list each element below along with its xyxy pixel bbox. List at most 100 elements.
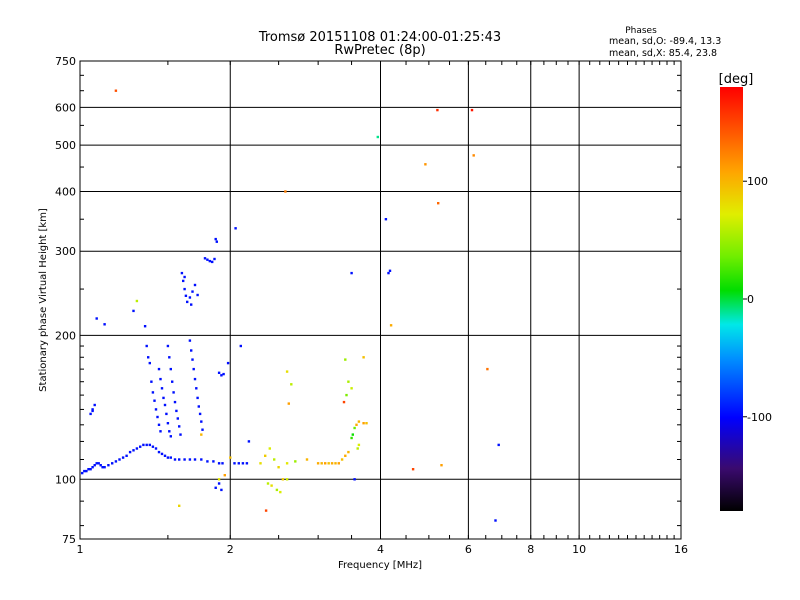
data-point xyxy=(264,454,267,457)
data-point xyxy=(221,462,224,465)
data-point xyxy=(241,462,245,465)
data-point xyxy=(173,458,177,461)
data-point xyxy=(201,428,204,431)
data-point xyxy=(163,454,167,457)
stats-line-o: mean, sd,O: -89.4, 13.3 xyxy=(609,36,721,47)
y-tick-label: 750 xyxy=(55,55,76,68)
data-point xyxy=(347,450,350,454)
grid-lines xyxy=(80,61,681,539)
data-point xyxy=(95,462,98,465)
data-point xyxy=(281,478,285,481)
data-point xyxy=(344,358,347,361)
data-point xyxy=(472,154,475,157)
data-point xyxy=(193,283,197,287)
data-point xyxy=(247,440,251,443)
data-point xyxy=(211,260,214,264)
data-point xyxy=(193,377,197,381)
data-point xyxy=(213,257,216,261)
data-point xyxy=(154,408,158,411)
data-point xyxy=(234,227,237,230)
data-point xyxy=(285,478,289,481)
data-point xyxy=(384,218,388,221)
data-point xyxy=(233,462,236,465)
data-point xyxy=(99,464,102,467)
data-point xyxy=(217,462,221,465)
colorbar-ticks: 100 0 -100 xyxy=(743,175,772,424)
y-tick-label: 500 xyxy=(55,139,76,152)
data-point xyxy=(139,445,142,448)
colorbar-tick-label: 100 xyxy=(747,175,768,188)
data-point xyxy=(497,443,500,447)
data-point xyxy=(229,456,232,459)
data-point xyxy=(324,462,327,465)
data-point xyxy=(145,443,148,447)
data-point xyxy=(424,163,427,166)
y-tick-label: 75 xyxy=(62,533,76,546)
data-point xyxy=(279,490,282,494)
data-point xyxy=(153,399,156,402)
data-point xyxy=(284,190,287,193)
data-point xyxy=(156,415,159,419)
data-point xyxy=(353,426,356,430)
data-point xyxy=(275,488,279,492)
data-point xyxy=(143,325,147,328)
data-point xyxy=(128,450,132,454)
data-point xyxy=(188,296,192,299)
data-point xyxy=(147,356,150,359)
data-point xyxy=(154,447,158,450)
data-point xyxy=(93,403,96,407)
data-point xyxy=(268,447,271,450)
x-tick-label: 1 xyxy=(77,543,84,556)
data-point xyxy=(197,405,200,408)
data-point xyxy=(166,456,170,459)
data-point xyxy=(169,435,172,438)
data-point xyxy=(132,309,135,313)
data-point xyxy=(208,259,211,263)
data-point xyxy=(340,458,344,461)
data-point xyxy=(203,257,207,260)
data-point xyxy=(168,430,171,433)
data-point xyxy=(95,317,98,320)
data-point xyxy=(220,488,223,492)
data-point xyxy=(183,458,186,461)
data-point xyxy=(151,391,155,394)
data-point xyxy=(180,271,184,275)
data-point xyxy=(353,478,356,481)
data-point xyxy=(114,460,118,463)
chart-title: Tromsø 20151108 01:24:00-01:25:43 xyxy=(258,30,501,45)
data-point xyxy=(214,237,217,241)
data-point xyxy=(160,452,164,456)
data-point xyxy=(91,466,94,469)
data-point xyxy=(239,344,242,348)
data-point xyxy=(365,422,368,425)
data-point xyxy=(87,468,90,471)
data-point xyxy=(157,423,161,426)
data-point xyxy=(320,462,323,465)
data-point xyxy=(342,400,346,404)
data-point xyxy=(157,367,161,371)
data-point xyxy=(157,450,161,454)
data-point xyxy=(166,344,170,348)
data-point xyxy=(83,469,86,473)
colorbar-label: [deg] xyxy=(719,72,754,87)
data-point xyxy=(165,412,168,416)
data-point xyxy=(470,108,474,112)
x-tick-label: 10 xyxy=(572,543,586,556)
data-point xyxy=(355,423,358,426)
data-point xyxy=(125,454,128,457)
colorbar xyxy=(720,87,743,511)
data-point xyxy=(357,443,361,447)
chart-subtitle: RwPretec (8p) xyxy=(334,43,425,58)
data-point xyxy=(351,433,354,436)
data-point xyxy=(159,377,162,381)
data-point xyxy=(350,387,353,390)
data-point xyxy=(200,458,203,461)
data-point xyxy=(148,361,151,365)
data-point xyxy=(277,466,280,469)
y-tick-label: 300 xyxy=(55,245,76,258)
data-point xyxy=(347,380,350,383)
data-point xyxy=(305,458,309,461)
stats-line-x: mean, sd,X: 85.4, 23.8 xyxy=(609,48,717,59)
data-point xyxy=(163,403,167,407)
